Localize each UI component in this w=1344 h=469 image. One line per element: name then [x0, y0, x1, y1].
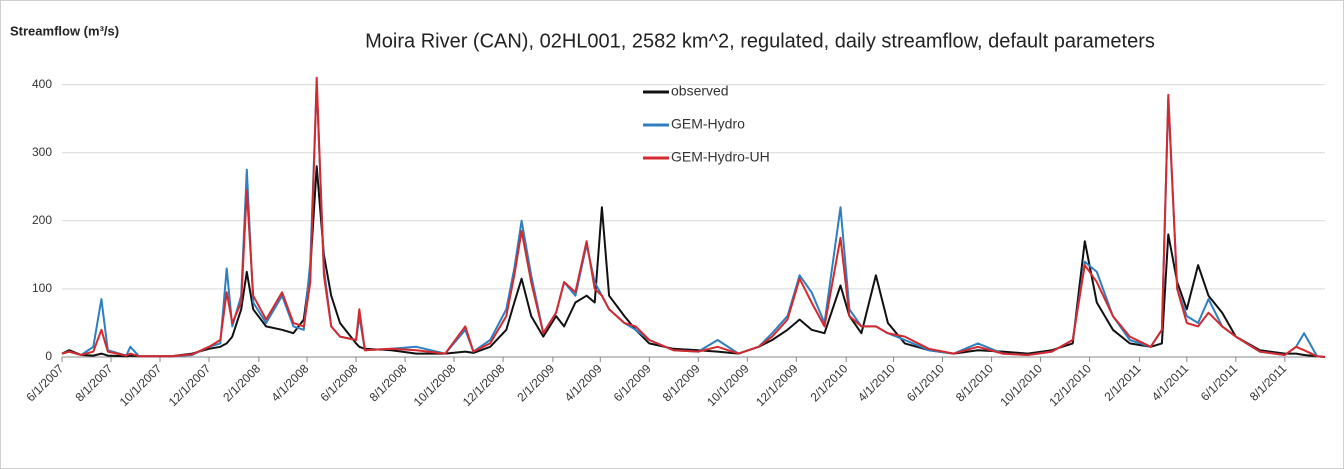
legend-label: GEM-Hydro [671, 116, 745, 132]
y-tick-label: 200 [32, 213, 52, 227]
y-tick-label: 100 [32, 281, 52, 295]
y-tick-label: 0 [45, 349, 52, 363]
series-line [61, 165, 1326, 358]
y-axis-label: Streamflow (m³/s) [10, 23, 119, 38]
y-tick-label: 300 [32, 145, 52, 159]
legend-label: observed [671, 83, 729, 99]
y-tick-label: 400 [32, 77, 52, 91]
legend-label: GEM-Hydro-UH [671, 149, 770, 165]
series-line [61, 76, 1326, 358]
chart-title: Moira River (CAN), 02HL001, 2582 km^2, r… [365, 30, 1155, 52]
